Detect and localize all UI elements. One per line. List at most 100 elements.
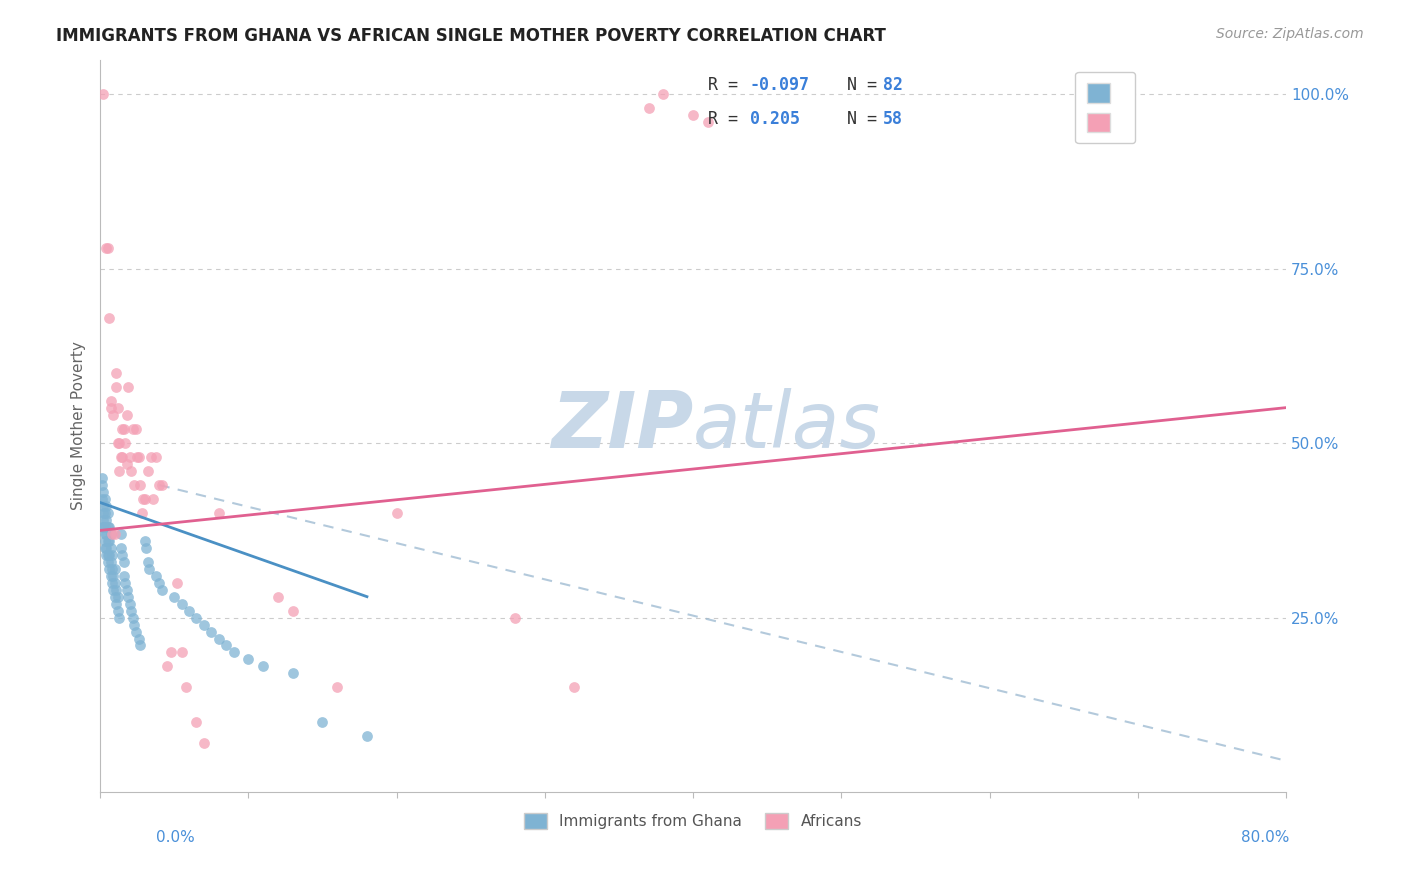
Text: Source: ZipAtlas.com: Source: ZipAtlas.com [1216,27,1364,41]
Point [101,527,124,541]
Text: 82: 82 [883,77,903,95]
Y-axis label: Single Mother Poverty: Single Mother Poverty [72,342,86,510]
Point [98,520,121,534]
Point [91,520,114,534]
Point [105,582,128,597]
Point [125,624,148,639]
Point [111,450,134,465]
Point [108,436,131,450]
Text: -0.097: -0.097 [749,77,810,95]
Point [98,548,121,562]
Point [136,555,159,569]
Point [112,555,135,569]
Point [177,604,200,618]
Point [148,478,170,492]
Point [98,310,121,325]
Point [111,422,134,436]
Point [215,639,238,653]
Point [120,604,142,618]
Text: 80.0%: 80.0% [1241,830,1289,845]
Point [121,422,143,436]
Point [96,506,118,520]
Point [121,610,143,624]
Point [118,597,141,611]
Point [125,422,148,436]
Point [108,464,131,478]
Point [96,548,118,562]
Text: R =: R = [709,77,748,95]
Point [208,506,231,520]
Point [98,562,121,576]
Point [111,548,134,562]
Point [356,729,378,743]
Point [94,548,117,562]
Point [132,491,155,506]
Point [100,527,122,541]
Point [135,541,157,555]
Point [138,562,160,576]
Point [101,575,124,590]
Point [564,681,586,695]
Point [128,450,150,465]
Point [96,241,118,255]
Point [117,380,139,394]
Point [281,666,304,681]
Point [503,610,526,624]
Point [101,548,124,562]
Point [326,681,349,695]
Point [103,582,125,597]
Text: R =: R = [709,110,758,128]
Point [96,520,118,534]
Point [150,582,173,597]
Text: ZIP: ZIP [551,388,693,464]
Point [98,533,121,548]
Point [90,491,112,506]
Point [93,506,115,520]
Point [110,450,132,465]
Point [281,604,304,618]
Point [145,450,167,465]
Point [115,457,138,471]
Point [93,527,115,541]
Point [170,597,193,611]
Point [134,491,156,506]
Text: IMMIGRANTS FROM GHANA VS AFRICAN SINGLE MOTHER POVERTY CORRELATION CHART: IMMIGRANTS FROM GHANA VS AFRICAN SINGLE … [56,27,886,45]
Point [94,527,117,541]
Point [104,562,127,576]
Point [193,617,215,632]
Point [107,590,129,604]
Point [107,436,129,450]
Text: N =: N = [827,110,887,128]
Point [131,506,153,520]
Legend: Immigrants from Ghana, Africans: Immigrants from Ghana, Africans [519,807,868,836]
Point [193,736,215,750]
Point [104,527,127,541]
Point [104,590,127,604]
Point [110,527,132,541]
Point [105,380,128,394]
Point [100,394,122,409]
Point [91,499,114,513]
Point [696,115,718,129]
Point [105,597,128,611]
Point [170,645,193,659]
Point [100,541,122,555]
Point [105,367,128,381]
Text: atlas: atlas [693,388,882,464]
Point [94,241,117,255]
Point [114,436,136,450]
Point [112,568,135,582]
Point [93,533,115,548]
Point [93,541,115,555]
Point [222,645,245,659]
Text: 0.205: 0.205 [749,110,800,128]
Point [103,568,125,582]
Text: 0.0%: 0.0% [156,830,195,845]
Point [129,639,152,653]
Point [186,715,208,730]
Point [91,485,114,500]
Point [148,575,170,590]
Point [122,617,145,632]
Point [100,568,122,582]
Point [208,632,231,646]
